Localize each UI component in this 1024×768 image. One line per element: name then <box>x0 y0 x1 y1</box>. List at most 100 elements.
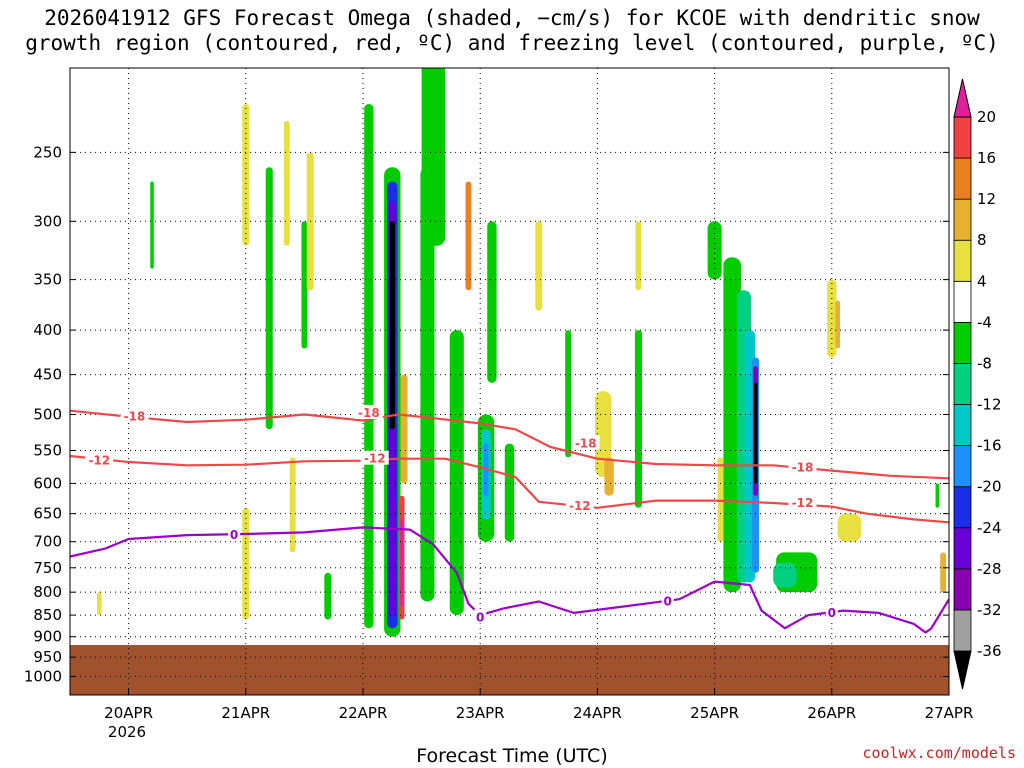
terrain-layer <box>70 645 949 695</box>
colorbar-swatch <box>953 157 972 200</box>
omega-cell <box>364 104 374 629</box>
colorbar-label: 4 <box>977 272 987 290</box>
omega-cell <box>400 374 408 484</box>
omega-cell <box>717 457 724 542</box>
colorbar-swatch <box>953 239 972 282</box>
colorbar-label: -16 <box>977 437 1002 455</box>
contour-label-bg <box>788 495 817 510</box>
colorbar-label: 12 <box>977 190 996 208</box>
contour-label: -12 <box>88 454 110 468</box>
x-axis-year-label: 2026 <box>108 723 146 741</box>
omega-cell <box>707 221 722 280</box>
colorbar-swatch <box>953 116 972 159</box>
contour-label-bg <box>120 408 149 423</box>
y-tick-label: 750 <box>33 559 62 577</box>
contour-label: -12 <box>364 452 386 466</box>
chart-title-line-1: 2026041912 GFS Forecast Omega (shaded, −… <box>44 6 980 30</box>
y-axis: 250 300 350 400 450 500 550 600 650 700 750 800 850 9… <box>24 143 949 686</box>
omega-cell <box>465 181 472 291</box>
contour-line <box>70 454 949 524</box>
contour-line <box>70 526 949 634</box>
omega-cell <box>400 519 404 607</box>
colorbar-swatch <box>953 404 972 447</box>
x-axis-title: Forecast Time (UTC) <box>416 745 608 767</box>
colorbar-label: 16 <box>977 149 996 167</box>
y-tick-label: 800 <box>33 583 62 601</box>
y-tick-label: 600 <box>33 474 62 492</box>
omega-cell <box>289 457 296 553</box>
omega-cell <box>535 221 543 311</box>
contour-label: -18 <box>358 406 380 420</box>
colorbar: -36 -32 -28 -24 -20 -16 -12 -8 -4 4 8 12 16 20 <box>953 78 1002 690</box>
colorbar-swatch <box>953 527 972 570</box>
omega-cell <box>837 513 862 542</box>
colorbar-swatch <box>953 609 972 652</box>
y-tick-label: 900 <box>33 628 62 646</box>
contour-label-bg <box>661 593 674 608</box>
omega-cell <box>421 68 446 246</box>
credit-text: coolwx.com/models <box>862 744 1016 762</box>
omega-cell <box>96 592 102 616</box>
plot-frame <box>69 67 950 696</box>
y-tick-label: 250 <box>33 143 62 161</box>
contour-labels: -18 -18 -18 -18 -12 -12 -12 -12 0 0 0 0 <box>85 404 838 624</box>
colorbar-label: -12 <box>977 396 1002 414</box>
omega-cell <box>595 391 612 478</box>
omega-cell <box>150 181 154 269</box>
chart-title-line-2: growth region (contoured, red, ºC) and f… <box>25 31 999 55</box>
y-tick-label: 950 <box>33 648 62 666</box>
omega-cell <box>835 300 841 349</box>
omega-cell <box>324 572 332 620</box>
contour-label: 0 <box>230 528 238 542</box>
omega-cell <box>301 221 308 349</box>
omega-cell <box>940 552 947 593</box>
contour-label: 0 <box>828 606 836 620</box>
omega-cell <box>389 221 395 430</box>
omega-cell <box>504 443 515 542</box>
y-tick-label: 550 <box>33 442 62 460</box>
omega-cell <box>242 104 250 246</box>
contour-label-bg <box>565 498 594 513</box>
contour-label-bg <box>571 435 600 450</box>
contour-label: -12 <box>569 499 591 513</box>
y-tick-label: 400 <box>33 321 62 339</box>
chart-title: 2026041912 GFS Forecast Omega (shaded, −… <box>0 6 1024 56</box>
contour-label-bg <box>788 459 817 474</box>
x-tick-label: 26APR <box>807 704 856 722</box>
y-tick-label: 650 <box>33 505 62 523</box>
y-tick-label: 450 <box>33 366 62 384</box>
colorbar-swatch <box>953 198 972 241</box>
colorbar-label: -8 <box>977 354 992 372</box>
contour-label-bg <box>354 404 383 419</box>
x-tick-label: 21APR <box>221 704 270 722</box>
y-tick-label: 700 <box>33 533 62 551</box>
omega-cell <box>565 330 572 458</box>
x-tick-label: 27APR <box>925 704 974 722</box>
colorbar-swatch <box>953 321 972 364</box>
contour-label-bg <box>228 527 241 542</box>
colorbar-swatch <box>953 363 972 405</box>
omega-cell <box>634 330 642 508</box>
y-tick-label: 500 <box>33 405 62 423</box>
omega-cell <box>604 457 614 496</box>
colorbar-label: -4 <box>977 313 992 331</box>
colorbar-swatch <box>953 486 972 529</box>
contour-label: 0 <box>476 610 484 624</box>
y-tick-label: 300 <box>33 212 62 230</box>
y-tick-label: 350 <box>33 271 62 289</box>
omega-cell <box>283 120 290 246</box>
contour-label: -18 <box>792 460 814 474</box>
x-tick-label: 25APR <box>690 704 739 722</box>
omega-cell <box>420 167 435 602</box>
x-tick-label: 23APR <box>456 704 505 722</box>
omega-cell <box>635 221 642 291</box>
colorbar-label: -28 <box>977 560 1002 578</box>
x-tick-label: 22APR <box>339 704 388 722</box>
colorbar-label: 20 <box>977 108 996 126</box>
colorbar-label: 8 <box>977 231 987 249</box>
colorbar-label: -24 <box>977 519 1002 537</box>
omega-cell <box>935 483 940 508</box>
terrain-fill <box>70 645 949 695</box>
contour-line <box>70 409 949 480</box>
